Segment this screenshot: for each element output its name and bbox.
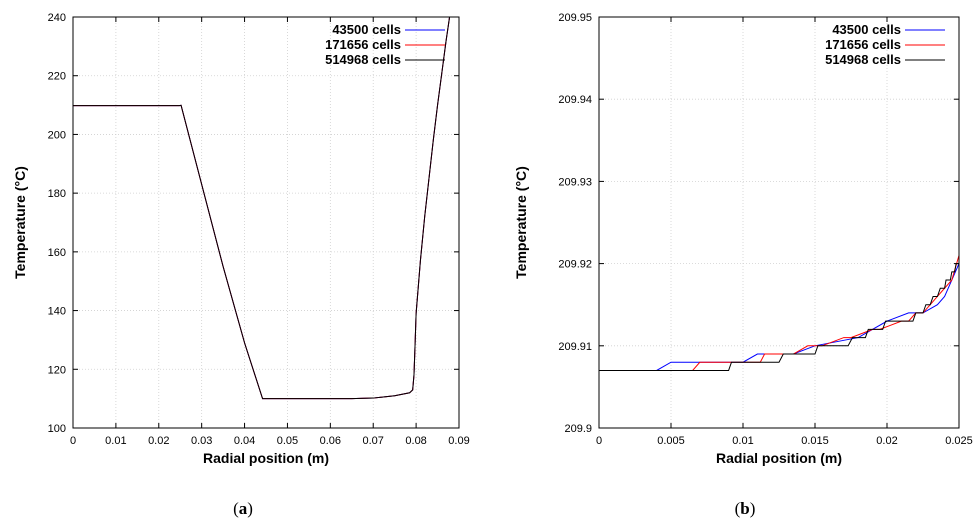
panel-b: 0 0.005 0.01 0.015 0.02 0.025 209.9 209.91 209.9…: [513, 12, 973, 466]
series-line-3: [599, 263, 959, 371]
x-tick-label: 0.025: [945, 435, 973, 447]
y-tick-label: 100: [48, 423, 66, 435]
series-line-2: [599, 255, 959, 371]
x-axis-label: Radial position (m): [203, 450, 329, 466]
x-tick-label: 0.07: [363, 435, 384, 447]
caption-b: (b): [735, 499, 756, 518]
x-axis-label: Radial position (m): [716, 450, 842, 466]
plot-frame: [72, 16, 460, 429]
x-tick-label: 0: [596, 435, 602, 447]
legend-label: 514968 cells: [825, 52, 901, 67]
panel-a: 0 0.01 0.02 0.03 0.04 0.05 0.06 0.07 0.08 0.09 100…: [12, 12, 470, 466]
x-tick-label: 0.03: [191, 435, 212, 447]
legend-label: 43500 cells: [332, 22, 401, 37]
series-line-2: [73, 17, 451, 400]
x-tick-label: 0.02: [876, 435, 897, 447]
y-tick-label: 209.9: [564, 423, 592, 435]
legend-label: 171656 cells: [825, 37, 901, 52]
y-tick-label: 220: [48, 71, 66, 83]
y-tick-label: 120: [48, 364, 66, 376]
y-tick-label: 240: [48, 12, 66, 24]
y-tick-label: 140: [48, 306, 66, 318]
series-line-1: [73, 17, 451, 400]
y-tick-label: 209.91: [558, 341, 592, 353]
legend-label: 43500 cells: [832, 22, 901, 37]
x-tick-label: 0.01: [105, 435, 126, 447]
legend-label: 171656 cells: [325, 37, 401, 52]
x-tick-label: 0.05: [277, 435, 298, 447]
y-tick-label: 160: [48, 247, 66, 259]
y-tick-label: 209.95: [558, 12, 592, 24]
legend-label: 514968 cells: [325, 52, 401, 67]
plot-frame: [598, 16, 960, 429]
y-tick-label: 209.94: [558, 94, 592, 106]
x-tick-label: 0.08: [405, 435, 426, 447]
x-tick-label: 0.005: [657, 435, 685, 447]
series-line-3: [73, 17, 451, 400]
x-tick-label: 0.015: [801, 435, 829, 447]
x-tick-label: 0.01: [732, 435, 753, 447]
x-tick-label: 0.06: [320, 435, 341, 447]
x-tick-label: 0.04: [234, 435, 255, 447]
y-axis-label: Temperature (°C): [513, 166, 529, 279]
caption-a: (a): [233, 499, 253, 518]
y-tick-label: 209.93: [558, 176, 592, 188]
y-tick-label: 200: [48, 129, 66, 141]
x-tick-label: 0.09: [448, 435, 469, 447]
y-tick-label: 209.92: [558, 259, 592, 271]
x-tick-label: 0: [70, 435, 76, 447]
y-tick-label: 180: [48, 188, 66, 200]
y-axis-label: Temperature (°C): [12, 166, 28, 279]
x-tick-label: 0.02: [148, 435, 169, 447]
